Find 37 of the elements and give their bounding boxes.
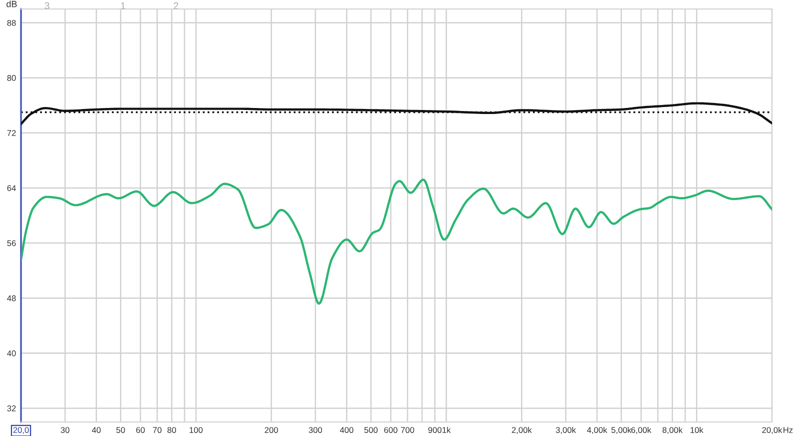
x-tick-label: 50 (116, 427, 125, 433)
y-tick-label: 64 (7, 185, 16, 192)
x-tick-label: 1k (442, 426, 451, 433)
x-tick-label: 40 (92, 427, 101, 433)
annotation: 1 (121, 2, 126, 10)
x-tick-label: 20,0k (762, 426, 782, 434)
x-axis-title: Hz (784, 427, 793, 433)
x-tick-label: 30 (60, 427, 70, 433)
x-tick-label: 100 (190, 427, 203, 433)
y-tick-label: 56 (7, 240, 16, 246)
x-tick-label: 600 (384, 427, 398, 433)
x-tick-label: 300 (308, 427, 322, 433)
x-tick-label: 700 (401, 427, 414, 433)
y-tick-label: 88 (7, 20, 16, 26)
x-tick-label: 8,00k (662, 426, 683, 434)
annotation: 3 (44, 2, 50, 10)
x-tick-label: 900 (428, 427, 442, 433)
y-tick-label: 72 (7, 130, 16, 136)
y-tick-label: 48 (7, 295, 16, 302)
x-tick-label: 2,00k (512, 426, 532, 434)
x-tick-label: 400 (340, 427, 354, 433)
y-axis-title: dB (6, 0, 17, 8)
x-tick-label: 4,00k (587, 426, 608, 434)
y-tick-label: 32 (7, 405, 16, 412)
x-tick-label: 200 (264, 427, 278, 433)
x-tick-label: 3,00k (556, 426, 576, 434)
x-tick-label: 20,0 (13, 427, 29, 434)
x-tick-label: 10k (690, 426, 704, 433)
x-tick-label: 5,00k (611, 426, 632, 434)
x-tick-label: 80 (167, 427, 176, 433)
x-tick-label: 6,00k (631, 426, 652, 434)
x-tick-label: 70 (152, 427, 162, 433)
x-tick-label: 60 (136, 427, 145, 433)
y-tick-label: 40 (7, 350, 16, 356)
y-tick-label: 80 (7, 75, 16, 81)
annotation: 2 (174, 2, 178, 10)
x-tick-label: 500 (364, 427, 378, 433)
